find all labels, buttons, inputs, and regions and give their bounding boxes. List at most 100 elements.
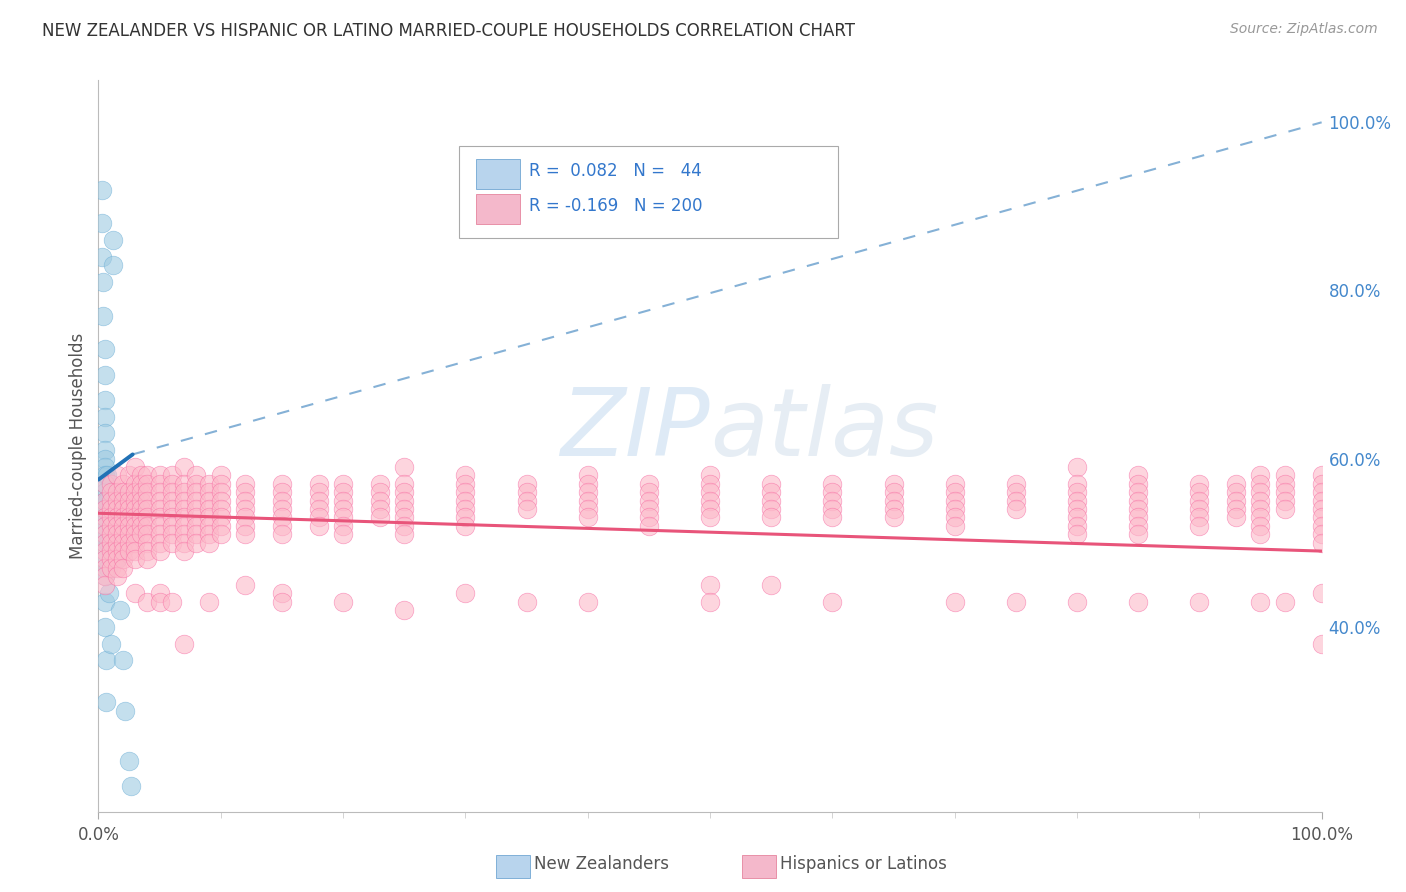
Point: [186, 535, 208, 549]
Point: [105, 519, 128, 533]
Point: [105, 510, 128, 524]
Point: [308, 519, 330, 533]
Point: [368, 485, 391, 500]
Point: [93, 476, 115, 491]
Point: [761, 510, 783, 524]
Point: [1249, 519, 1271, 533]
Point: [111, 493, 134, 508]
Point: [93, 510, 115, 524]
Point: [1004, 485, 1026, 500]
Point: [233, 502, 256, 516]
Point: [332, 476, 354, 491]
Point: [100, 485, 122, 500]
Point: [120, 780, 142, 794]
Point: [160, 493, 183, 508]
Point: [136, 510, 159, 524]
Point: [118, 519, 141, 533]
Point: [124, 502, 146, 516]
Point: [308, 502, 330, 516]
Point: [270, 519, 294, 533]
Point: [233, 527, 256, 541]
Point: [136, 502, 159, 516]
Point: [1188, 594, 1211, 608]
Point: [100, 519, 122, 533]
Point: [136, 493, 159, 508]
Point: [233, 493, 256, 508]
Point: [111, 502, 134, 516]
Point: [943, 493, 966, 508]
Point: [1066, 594, 1088, 608]
Point: [1274, 476, 1296, 491]
Point: [332, 510, 354, 524]
Point: [186, 502, 208, 516]
Point: [93, 502, 115, 516]
Point: [186, 485, 208, 500]
Point: [1225, 485, 1247, 500]
Point: [209, 493, 232, 508]
Point: [118, 493, 141, 508]
Point: [392, 519, 416, 533]
Point: [136, 527, 159, 541]
Point: [308, 476, 330, 491]
Point: [1249, 468, 1271, 483]
Point: [160, 468, 183, 483]
Point: [699, 485, 721, 500]
Point: [93, 552, 115, 566]
Point: [1066, 485, 1088, 500]
Point: [173, 636, 195, 650]
Point: [392, 493, 416, 508]
Point: [105, 569, 128, 583]
Point: [93, 426, 115, 441]
Point: [1128, 476, 1150, 491]
Point: [100, 636, 122, 650]
Point: [186, 527, 208, 541]
Point: [454, 476, 477, 491]
Point: [93, 527, 115, 541]
Point: [270, 502, 294, 516]
Point: [186, 493, 208, 508]
Point: [1310, 586, 1333, 600]
Point: [93, 519, 115, 533]
Point: [1249, 502, 1271, 516]
Point: [638, 519, 661, 533]
Point: [1310, 636, 1333, 650]
Point: [124, 544, 146, 558]
Point: [1249, 527, 1271, 541]
Point: [105, 535, 128, 549]
Point: [186, 468, 208, 483]
Point: [368, 493, 391, 508]
Point: [699, 493, 721, 508]
Point: [111, 552, 134, 566]
Point: [699, 476, 721, 491]
Point: [392, 460, 416, 475]
Point: [1310, 535, 1333, 549]
Text: Source: ZipAtlas.com: Source: ZipAtlas.com: [1230, 22, 1378, 37]
Point: [149, 493, 172, 508]
Point: [91, 309, 114, 323]
Point: [111, 653, 134, 667]
Point: [111, 561, 134, 575]
Point: [160, 476, 183, 491]
Point: [943, 476, 966, 491]
Point: [233, 485, 256, 500]
Point: [392, 603, 416, 617]
Point: [197, 535, 219, 549]
Point: [821, 493, 844, 508]
Point: [149, 544, 172, 558]
Text: Hispanics or Latinos: Hispanics or Latinos: [780, 855, 948, 873]
Point: [118, 502, 141, 516]
Point: [883, 510, 905, 524]
Point: [105, 485, 128, 500]
Point: [136, 594, 159, 608]
Point: [136, 544, 159, 558]
Point: [821, 510, 844, 524]
Point: [699, 594, 721, 608]
Point: [209, 476, 232, 491]
FancyBboxPatch shape: [460, 146, 838, 237]
Point: [209, 527, 232, 541]
Point: [1310, 527, 1333, 541]
Point: [270, 527, 294, 541]
Point: [111, 544, 134, 558]
Point: [761, 578, 783, 592]
Text: R =  0.082   N =   44: R = 0.082 N = 44: [529, 162, 702, 180]
